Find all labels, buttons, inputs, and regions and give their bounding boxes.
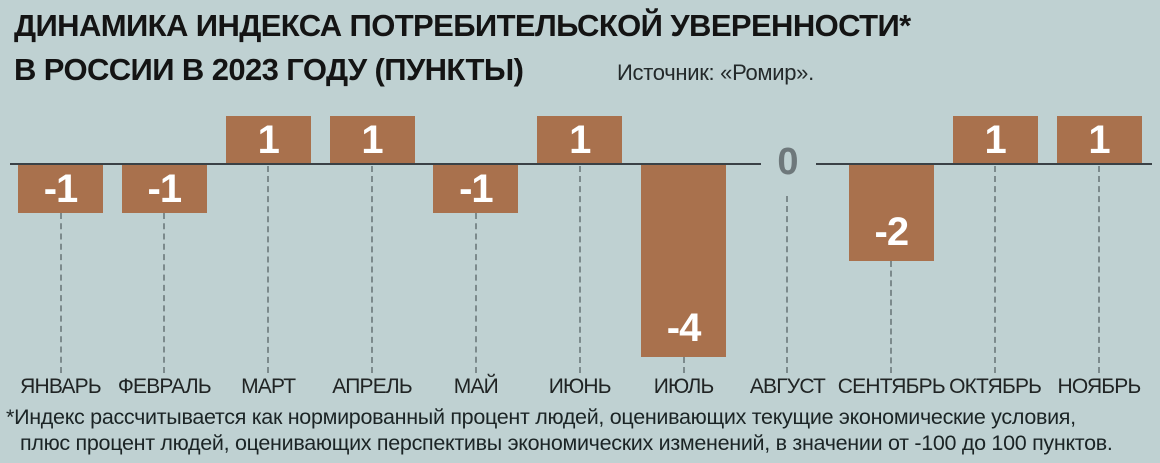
bar-value-label: -1	[459, 167, 494, 211]
month-label-3: МАРТ	[241, 375, 296, 398]
bar-октябрь: 1	[952, 116, 1038, 163]
bar-март: 1	[225, 116, 311, 163]
month-label-6: ИЮНЬ	[548, 375, 612, 398]
month-label-4: АПРЕЛЬ	[332, 375, 412, 398]
bar-value-label: 1	[1088, 117, 1110, 162]
grid-dash-line	[163, 213, 166, 373]
month-label-1: ЯНВАРЬ	[20, 375, 101, 398]
chart-title-line2: В РОССИИ В 2023 ГОДУ (ПУНКТЫ)	[14, 52, 524, 87]
month-label-5: МАЙ	[453, 375, 499, 398]
month-label-9: СЕНТЯБРЬ	[837, 375, 946, 398]
month-label-2: ФЕВРАЛЬ	[117, 375, 212, 398]
bar-value-label: 1	[361, 117, 383, 162]
bar-февраль: -1	[121, 165, 207, 213]
bar-май: -1	[433, 165, 519, 213]
bar-июнь: 1	[537, 116, 623, 163]
footnote: *Индекс рассчитывается как нормированный…	[6, 404, 1113, 456]
grid-dash-line	[1098, 166, 1100, 373]
bar-апрель: 1	[329, 116, 415, 163]
grid-dash-line	[786, 196, 789, 373]
bar-сентябрь: -2	[848, 165, 934, 261]
bar-value-label: 1	[569, 117, 591, 162]
chart-title-line1: ДИНАМИКА ИНДЕКСА ПОТРЕБИТЕЛЬСКОЙ УВЕРЕНН…	[14, 8, 911, 43]
grid-dash-line	[59, 213, 62, 373]
grid-dash-line	[371, 166, 374, 373]
grid-dash-line	[578, 166, 581, 373]
grid-dash-line	[682, 357, 685, 373]
grid-dash-line	[267, 166, 270, 373]
bar-value-label: -2	[874, 210, 910, 254]
bar-июль: -4	[641, 165, 727, 357]
footnote-line2: плюс процент людей, оценивающих перспект…	[20, 431, 1113, 455]
grid-dash-line	[994, 166, 997, 373]
zero-value-label: 0	[777, 141, 798, 183]
footnote-line1: *Индекс рассчитывается как нормированный…	[6, 405, 1076, 429]
bar-январь: -1	[18, 165, 103, 213]
bar-value-label: 1	[984, 117, 1007, 162]
month-label-10: ОКТЯБРЬ	[949, 375, 1042, 398]
month-label-8: АВГУСТ	[749, 375, 826, 398]
bar-value-label: -1	[147, 167, 183, 211]
bar-value-label: -1	[43, 167, 79, 211]
grid-dash-line	[890, 261, 893, 373]
zero-axis-line-right	[816, 163, 1152, 165]
bar-value-label: -4	[666, 306, 702, 350]
bar-value-label: 1	[257, 117, 280, 162]
zero-axis-line-left	[10, 163, 762, 165]
month-label-7: ИЮЛЬ	[653, 375, 715, 398]
grid-dash-line	[474, 213, 477, 373]
bar-ноябрь: 1	[1056, 116, 1142, 163]
source-label: Источник: «Ромир».	[617, 60, 814, 85]
month-label-11: НОЯБРЬ	[1057, 375, 1142, 398]
